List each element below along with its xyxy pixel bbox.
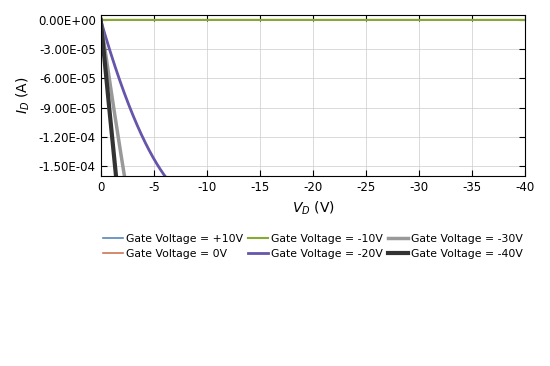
Gate Voltage = 0V [432,18,438,22]
Gate Voltage = -10V [522,18,529,22]
Line: Gate Voltage = -30V: Gate Voltage = -30V [101,20,525,366]
Gate Voltage = +10V [119,18,125,22]
Gate Voltage = -20V [97,18,104,22]
Gate Voltage = -10V [510,18,516,22]
Gate Voltage = +10V [304,18,311,22]
Gate Voltage = -10V [304,18,311,22]
Gate Voltage = 0V [119,18,125,22]
Gate Voltage = -20V [304,219,311,223]
Line: Gate Voltage = -20V: Gate Voltage = -20V [101,20,525,238]
Gate Voltage = +10V [97,18,104,22]
Gate Voltage = 0V [522,18,529,22]
Gate Voltage = +10V [522,18,529,22]
Gate Voltage = +10V [510,18,516,22]
Gate Voltage = -10V [432,18,438,22]
Gate Voltage = -30V [119,161,125,165]
Gate Voltage = -40V [119,236,125,241]
Legend: Gate Voltage = +10V, Gate Voltage = 0V, Gate Voltage = -10V, Gate Voltage = -20V: Gate Voltage = +10V, Gate Voltage = 0V, … [98,229,527,264]
Gate Voltage = -10V [97,18,104,22]
X-axis label: $V_D$ (V): $V_D$ (V) [292,199,334,217]
Gate Voltage = +10V [509,18,516,22]
Gate Voltage = 0V [510,18,516,22]
Gate Voltage = -20V [432,229,438,234]
Gate Voltage = 0V [293,18,299,22]
Gate Voltage = -10V [509,18,516,22]
Gate Voltage = -10V [119,18,125,22]
Gate Voltage = 0V [509,18,516,22]
Gate Voltage = +10V [432,18,438,22]
Gate Voltage = 0V [97,18,104,22]
Gate Voltage = -20V [509,235,516,239]
Gate Voltage = -20V [293,218,299,223]
Gate Voltage = -20V [119,86,125,90]
Gate Voltage = -10V [293,18,299,22]
Gate Voltage = -20V [510,235,516,239]
Y-axis label: $I_D$ (A): $I_D$ (A) [15,76,32,114]
Gate Voltage = -30V [97,18,104,22]
Gate Voltage = -20V [522,236,529,240]
Gate Voltage = +10V [293,18,299,22]
Gate Voltage = 0V [304,18,311,22]
Gate Voltage = -40V [97,18,104,22]
Line: Gate Voltage = -40V: Gate Voltage = -40V [101,20,525,366]
